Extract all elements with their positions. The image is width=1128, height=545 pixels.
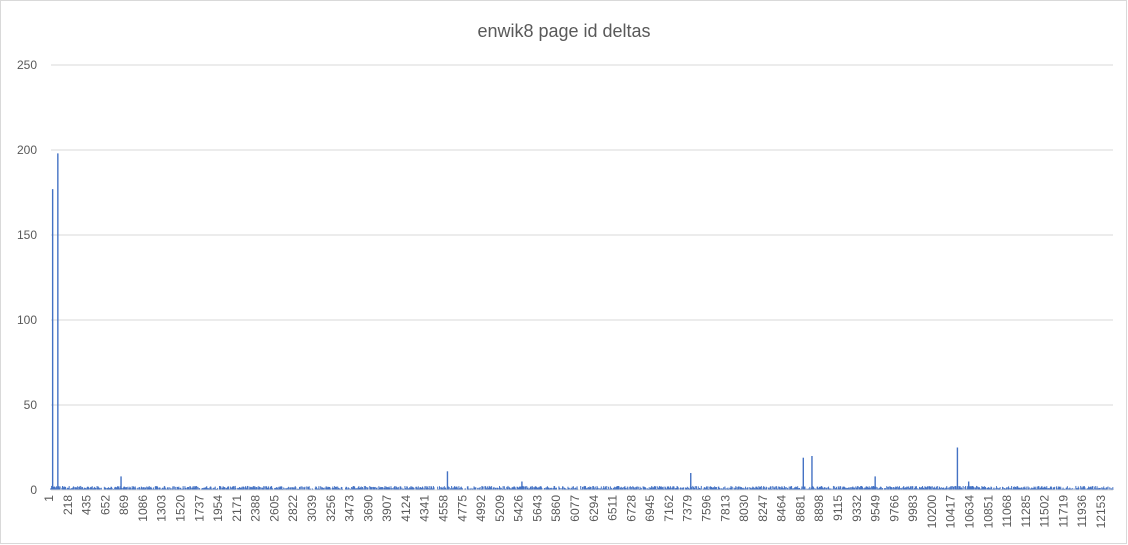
- x-tick-label: 1520: [174, 495, 188, 522]
- x-tick-label: 12153: [1094, 495, 1108, 529]
- x-tick-label: 5860: [549, 495, 563, 522]
- y-tick-label: 200: [17, 143, 37, 157]
- x-tick-label: 7596: [700, 495, 714, 522]
- x-tick-label: 6945: [643, 495, 657, 522]
- gridlines: [51, 64, 1113, 406]
- x-axis-tick-labels: 1 218 435 652 869 1086 1303 1520 1737 1954 2171 238…: [42, 495, 1108, 529]
- chart-title: enwik8 page id deltas: [477, 21, 650, 41]
- x-tick-label: 652: [98, 495, 112, 515]
- x-tick-label: 10851: [981, 495, 995, 529]
- x-tick-label: 6077: [568, 495, 582, 522]
- x-tick-label: 11285: [1019, 495, 1033, 528]
- x-tick-label: 1737: [192, 495, 206, 522]
- x-tick-label: 9549: [869, 495, 883, 522]
- x-tick-label: 10417: [944, 495, 958, 529]
- data-bars: [50, 153, 1114, 490]
- x-tick-label: 3907: [380, 495, 394, 522]
- x-tick-label: 2605: [267, 495, 281, 522]
- x-tick-label: 9766: [887, 495, 901, 522]
- y-axis-tick-labels: 0 50 100 150 200 250: [17, 58, 37, 497]
- x-tick-label: 7813: [718, 495, 732, 522]
- x-tick-label: 5426: [512, 495, 526, 522]
- x-tick-label: 435: [80, 495, 94, 515]
- x-tick-label: 5209: [493, 495, 507, 522]
- x-tick-label: 3256: [324, 495, 338, 522]
- x-tick-label: 11068: [1000, 495, 1014, 528]
- x-tick-label: 4341: [418, 495, 432, 522]
- x-tick-label: 8464: [775, 495, 789, 522]
- x-tick-label: 11936: [1075, 495, 1089, 528]
- x-tick-label: 218: [61, 495, 75, 515]
- x-tick-label: 4775: [455, 495, 469, 522]
- y-tick-label: 150: [17, 228, 37, 242]
- x-tick-label: 7162: [662, 495, 676, 522]
- x-tick-label: 7379: [681, 495, 695, 522]
- x-tick-label: 9332: [850, 495, 864, 522]
- x-tick-label: 869: [117, 495, 131, 515]
- x-tick-label: 9983: [906, 495, 920, 522]
- x-tick-label: 2822: [286, 495, 300, 522]
- x-tick-label: 1303: [155, 495, 169, 522]
- x-tick-label: 3690: [361, 495, 375, 522]
- y-tick-label: 50: [24, 398, 38, 412]
- x-tick-label: 4992: [474, 495, 488, 522]
- x-tick-label: 8247: [756, 495, 770, 522]
- x-tick-label: 11719: [1056, 495, 1070, 528]
- x-tick-label: 9115: [831, 495, 845, 521]
- x-tick-label: 1: [42, 495, 56, 502]
- x-tick-label: 8030: [737, 495, 751, 522]
- x-tick-label: 1086: [136, 495, 150, 522]
- x-tick-label: 6728: [624, 495, 638, 522]
- x-tick-label: 10634: [963, 495, 977, 529]
- y-tick-label: 0: [30, 483, 37, 497]
- y-tick-label: 100: [17, 313, 37, 327]
- x-tick-label: 3039: [305, 495, 319, 522]
- x-tick-label: 8681: [793, 495, 807, 522]
- x-tick-label: 2388: [249, 495, 263, 522]
- x-tick-label: 6511: [606, 495, 620, 521]
- x-tick-label: 3473: [343, 495, 357, 522]
- x-tick-label: 8898: [812, 495, 826, 522]
- x-tick-label: 1954: [211, 495, 225, 522]
- x-tick-label: 10200: [925, 495, 939, 529]
- x-tick-label: 4124: [399, 495, 413, 522]
- x-tick-label: 6294: [587, 495, 601, 522]
- y-tick-label: 250: [17, 58, 37, 72]
- x-tick-label: 5643: [530, 495, 544, 522]
- x-tick-label: 11502: [1038, 495, 1052, 528]
- x-tick-label: 4558: [437, 495, 451, 522]
- x-tick-label: 2171: [230, 495, 244, 522]
